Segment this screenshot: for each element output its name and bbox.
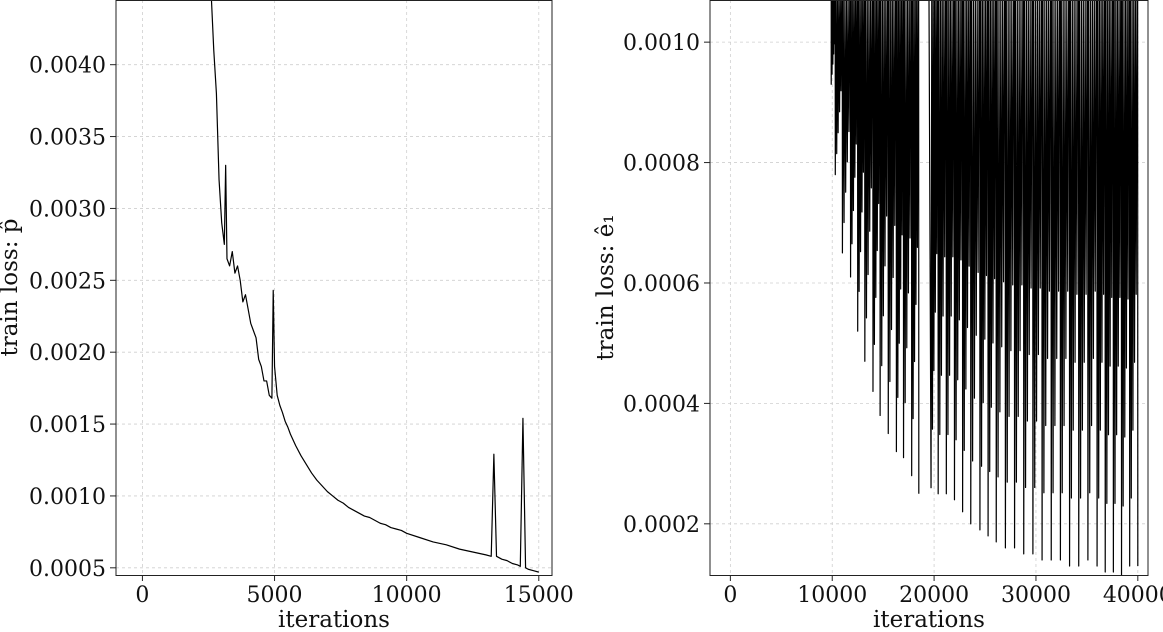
left-y-axis-label: train loss: p̂ [0, 218, 23, 356]
y-tick-label: 0.0004 [623, 392, 700, 417]
x-tick-label: 5000 [247, 583, 303, 608]
left-chart: 0 5000 10000 15000 0.0005 0.0010 0.0015 0.0020 0… [0, 0, 574, 632]
y-tick-label: 0.0005 [29, 557, 106, 582]
y-tick-label: 0.0008 [623, 152, 700, 177]
y-tick-label: 0.0006 [623, 272, 700, 297]
x-tick-label: 15000 [504, 583, 574, 608]
y-tick-label: 0.0035 [29, 126, 106, 151]
x-tick-label: 0 [135, 583, 149, 608]
right-grid [710, 0, 1148, 575]
right-series-group [830, 0, 1139, 575]
y-tick-label: 0.0030 [29, 197, 106, 222]
y-tick-label: 0.0025 [29, 269, 106, 294]
x-tick-label: 30000 [1001, 583, 1071, 608]
y-tick-label: 0.0010 [623, 31, 700, 56]
y-tick-label: 0.0010 [29, 485, 106, 510]
right-plot-frame [709, 0, 1149, 576]
left-series-group [210, 0, 539, 573]
series-line [830, 0, 1139, 575]
x-tick-label: 10000 [372, 583, 442, 608]
y-tick-label: 0.0002 [623, 513, 700, 538]
left-ticks: 0 5000 10000 15000 0.0005 0.0010 0.0015 0.0020 0… [29, 54, 574, 608]
y-tick-label: 0.0040 [29, 54, 106, 79]
x-tick-label: 20000 [899, 583, 969, 608]
y-tick-label: 0.0015 [29, 413, 106, 438]
series-line [210, 0, 539, 573]
left-plot-frame [115, 0, 553, 576]
left-grid [116, 0, 552, 575]
y-tick-label: 0.0020 [29, 341, 106, 366]
right-y-axis-label: train loss: ê₁ [593, 214, 619, 360]
x-tick-label: 0 [723, 583, 737, 608]
left-x-axis-label: iterations [278, 607, 390, 632]
x-tick-label: 10000 [797, 583, 867, 608]
right-x-axis-label: iterations [873, 607, 985, 632]
